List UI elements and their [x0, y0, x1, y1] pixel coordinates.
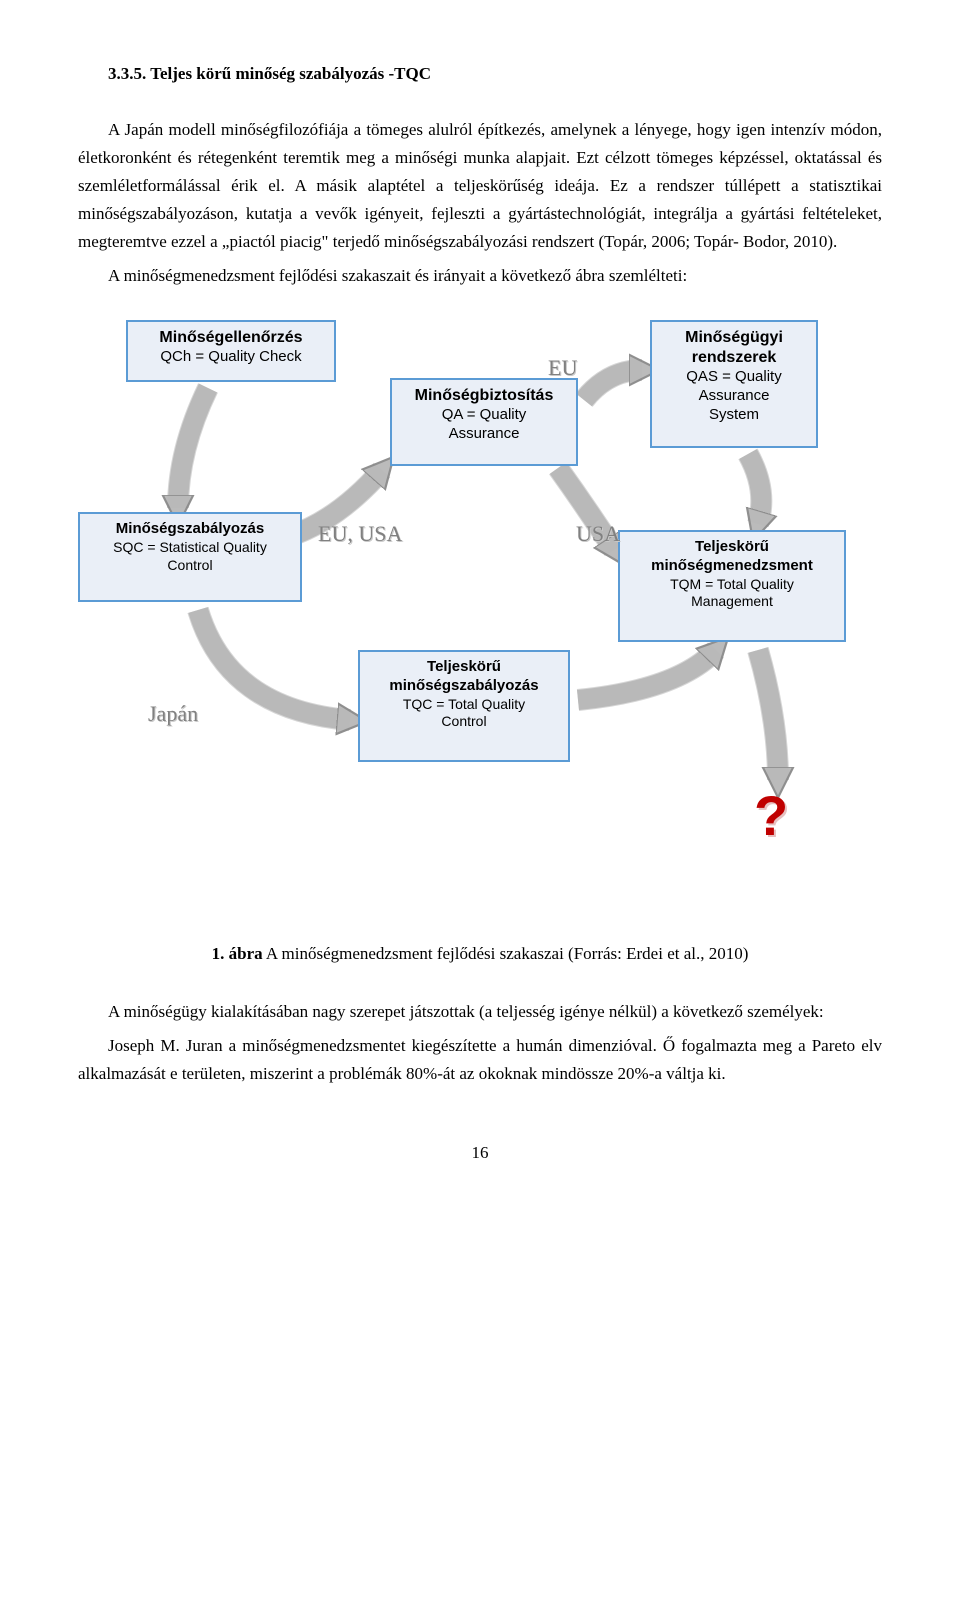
arrow-label: EU, USA: [318, 516, 402, 552]
arrow-label: Japán: [148, 696, 198, 732]
node-sqc: MinőségszabályozásSQC = Statistical Qual…: [78, 512, 302, 602]
paragraph-1: A Japán modell minőségfilozófiája a töme…: [78, 116, 882, 256]
node-qa: MinőségbiztosításQA = QualityAssurance: [390, 378, 578, 466]
node-qas: Minőségügyi rendszerekQAS = QualityAssur…: [650, 320, 818, 448]
arrow-label: USA: [576, 516, 620, 552]
figure-caption: 1. ábra A minőségmenedzsment fejlődési s…: [78, 940, 882, 968]
arrow-label: EU: [548, 350, 577, 386]
node-tqm: Teljeskörű minőségmenedzsmentTQM = Total…: [618, 530, 846, 642]
caption-rest: A minőségmenedzsment fejlődési szakaszai…: [263, 944, 749, 963]
paragraph-4: A minőségügy kialakításában nagy szerepe…: [78, 998, 882, 1026]
node-qch: MinőségellenőrzésQCh = Quality Check: [126, 320, 336, 382]
caption-lead: 1. ábra: [212, 944, 263, 963]
paragraph-5: Joseph M. Juran a minőségmenedzsmentet k…: [78, 1032, 882, 1088]
node-tqc: Teljeskörű minőségszabályozásTQC = Total…: [358, 650, 570, 762]
diagram: MinőségellenőrzésQCh = Quality Check Minő…: [78, 320, 882, 900]
page-number: 16: [78, 1139, 882, 1167]
paragraph-2: A minőségmenedzsment fejlődési szakaszai…: [78, 262, 882, 290]
section-heading: 3.3.5. Teljes körű minőség szabályozás -…: [78, 60, 882, 88]
question-mark: ?: [754, 770, 788, 862]
